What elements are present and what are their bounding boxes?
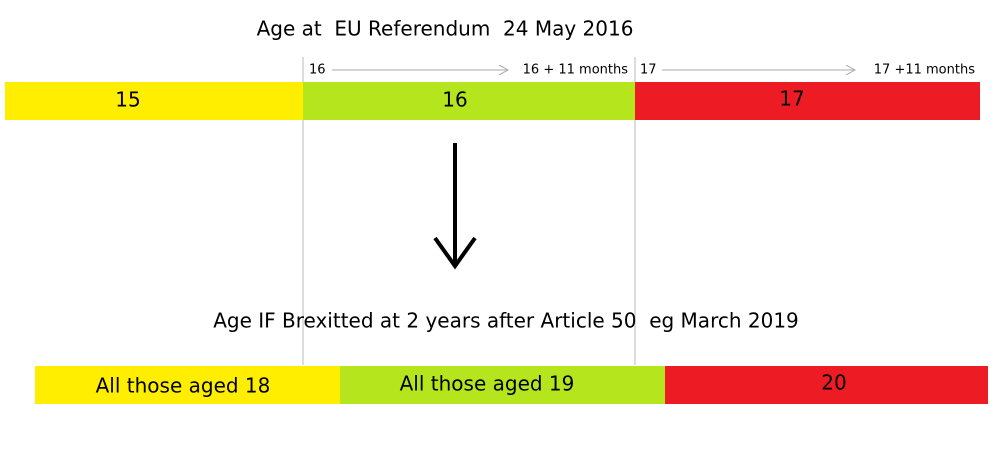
segment-label: 20 <box>821 371 846 395</box>
range-end: 17 +11 months <box>874 63 975 78</box>
range-start: 16 <box>309 63 326 78</box>
bottom-title: Age IF Brexitted at 2 years after Articl… <box>213 309 799 333</box>
segment <box>665 366 988 404</box>
segment <box>635 82 980 120</box>
segment <box>35 366 340 404</box>
segment <box>340 366 665 404</box>
segment-label: All those aged 18 <box>96 374 271 398</box>
segment <box>303 82 635 120</box>
top-title: Age at EU Referendum 24 May 2016 <box>257 17 634 41</box>
segment-label: 15 <box>115 88 140 112</box>
range-start: 17 <box>640 63 657 78</box>
segment-label: 17 <box>779 87 804 111</box>
segment-label: 16 <box>442 88 467 112</box>
segment <box>5 82 303 120</box>
range-end: 16 + 11 months <box>523 63 629 78</box>
down-arrow <box>433 143 477 270</box>
segment-label: All those aged 19 <box>400 372 575 396</box>
